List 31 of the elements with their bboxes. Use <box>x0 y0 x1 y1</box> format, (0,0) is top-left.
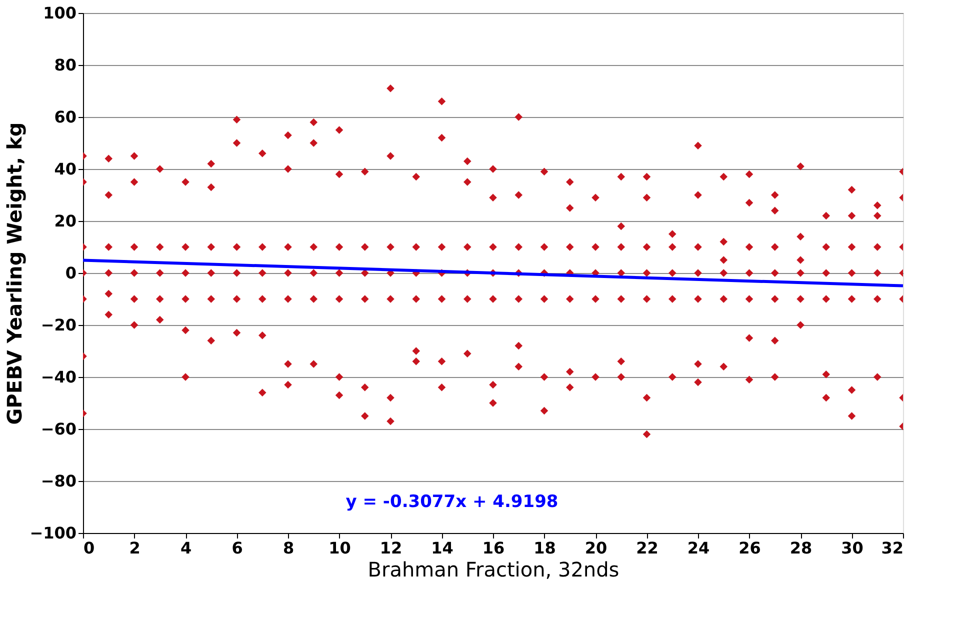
y-tick-label: −60 <box>40 420 76 438</box>
x-tick-label: 10 <box>328 538 351 558</box>
x-tick-label: 30 <box>841 538 864 558</box>
x-tick-label: 4 <box>180 538 192 558</box>
x-tick-label: 28 <box>790 538 812 558</box>
annotation: y = -0.3077x + 4.9198 <box>346 492 558 512</box>
x-tick-label: 0 <box>84 538 95 558</box>
y-tick-label: −40 <box>40 368 76 386</box>
x-tick-label: 24 <box>687 538 710 558</box>
x-tick-label: 20 <box>584 538 608 558</box>
x-tick-label: 22 <box>636 538 658 558</box>
y-axis-title: GPEBV Yearling Weight, kg <box>2 122 27 425</box>
x-tick-label: 2 <box>129 538 140 558</box>
x-tick-label: 12 <box>380 538 402 558</box>
y-tick-label: 20 <box>54 212 76 230</box>
y-tick-label: 100 <box>43 4 76 22</box>
y-tick-label: −20 <box>40 316 76 334</box>
y-tick-label: 80 <box>54 56 76 74</box>
x-tick-label: 26 <box>738 538 761 558</box>
x-tick-label: 6 <box>232 538 243 558</box>
x-tick-label: 18 <box>534 538 556 558</box>
y-tick-label: 0 <box>65 264 76 282</box>
x-tick-label: 14 <box>431 538 454 558</box>
x-axis-title: Brahman Fraction, 32nds <box>368 558 620 582</box>
y-tick-label: −80 <box>40 472 76 490</box>
x-tick-label: 32 <box>881 538 904 558</box>
y-tick-label: −100 <box>30 524 76 542</box>
y-tick-label: 60 <box>54 108 76 126</box>
x-tick-label: 16 <box>482 538 505 558</box>
x-tick-label: 8 <box>282 538 294 558</box>
y-tick-label: 40 <box>54 160 76 178</box>
